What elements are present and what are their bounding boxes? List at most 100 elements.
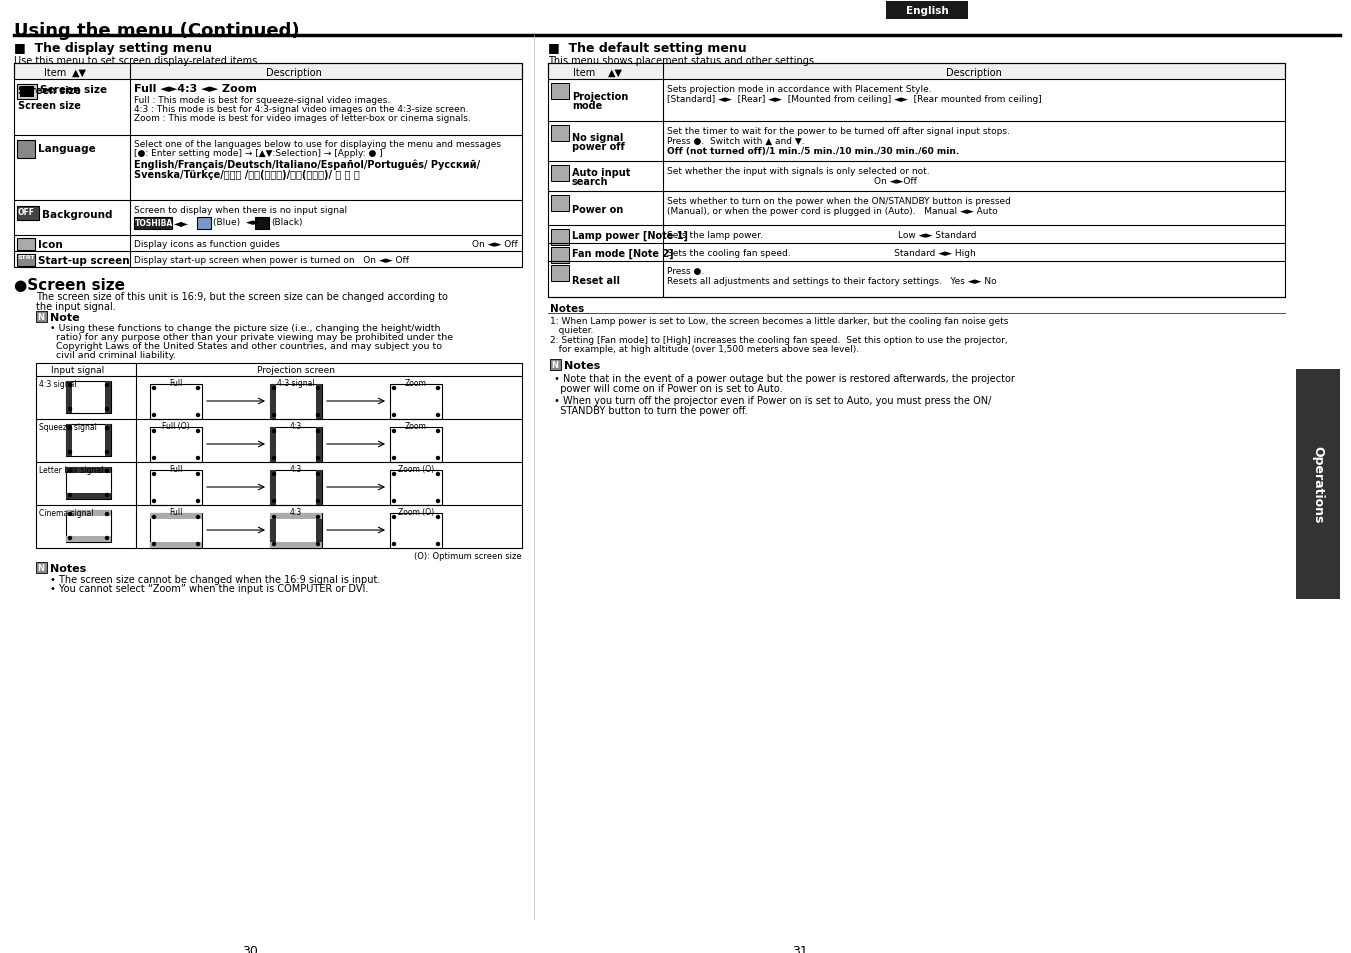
Circle shape	[153, 414, 155, 417]
Circle shape	[436, 457, 439, 460]
Circle shape	[393, 414, 396, 417]
Circle shape	[393, 457, 396, 460]
Bar	[66, 424, 72, 456]
Circle shape	[273, 500, 276, 503]
Circle shape	[436, 500, 439, 503]
Bar	[270, 428, 276, 462]
Text: Set whether the input with signals is only selected or not.: Set whether the input with signals is on…	[667, 167, 929, 175]
Text: mode: mode	[571, 101, 603, 111]
Circle shape	[105, 427, 108, 430]
Circle shape	[153, 516, 155, 519]
Text: 4:3: 4:3	[290, 507, 303, 517]
Ellipse shape	[161, 434, 190, 455]
Text: Background: Background	[42, 210, 112, 220]
Circle shape	[273, 473, 276, 476]
Bar	[270, 514, 322, 519]
Text: Full: Full	[169, 464, 182, 474]
Circle shape	[196, 473, 200, 476]
Circle shape	[273, 414, 276, 417]
Bar	[150, 514, 203, 519]
Text: The screen size of this unit is 16:9, but the screen size can be changed accordi: The screen size of this unit is 16:9, bu…	[36, 292, 449, 302]
Bar	[18, 239, 35, 251]
Text: Cinema signal: Cinema signal	[39, 509, 93, 517]
Text: N: N	[551, 360, 558, 370]
Circle shape	[105, 513, 108, 516]
Bar	[316, 385, 322, 419]
Text: Full : This mode is best for squeeze-signal video images.: Full : This mode is best for squeeze-sig…	[134, 96, 390, 105]
Text: Sets whether to turn on the power when the ON/STANDBY button is pressed: Sets whether to turn on the power when t…	[667, 196, 1011, 206]
Text: Using the menu (Continued): Using the menu (Continued)	[14, 22, 300, 40]
Text: Sets the cooling fan speed.                                    Standard ◄► High: Sets the cooling fan speed. Standard ◄► …	[667, 249, 975, 257]
Text: Use this menu to set screen display-related items.: Use this menu to set screen display-rela…	[14, 56, 261, 66]
Bar	[66, 494, 111, 499]
Text: Notes: Notes	[550, 304, 584, 314]
Bar	[18, 207, 39, 221]
Text: Select one of the languages below to use for displaying the menu and messages: Select one of the languages below to use…	[134, 140, 501, 149]
Text: Press ●.  Switch with ▲ and ▼.: Press ●. Switch with ▲ and ▼.	[667, 137, 805, 146]
Circle shape	[273, 430, 276, 433]
Text: power will come on if Power on is set to Auto.: power will come on if Power on is set to…	[554, 384, 782, 394]
Bar	[316, 428, 322, 462]
Text: Full: Full	[169, 378, 182, 388]
Ellipse shape	[401, 434, 431, 455]
Text: Screen size: Screen size	[18, 101, 81, 111]
Bar	[270, 514, 276, 548]
Ellipse shape	[281, 477, 311, 498]
Circle shape	[196, 430, 200, 433]
Text: Notes: Notes	[50, 563, 86, 574]
Ellipse shape	[401, 520, 431, 541]
Circle shape	[69, 451, 72, 454]
Circle shape	[393, 516, 396, 519]
Text: • Using these functions to change the picture size (i.e., changing the height/wi: • Using these functions to change the pi…	[50, 324, 440, 333]
Circle shape	[153, 473, 155, 476]
Circle shape	[316, 500, 319, 503]
Bar	[66, 381, 111, 414]
Text: This menu shows placement status and other settings.: This menu shows placement status and oth…	[549, 56, 817, 66]
Text: Svenska/Türkçe/日本語 /中文(简体字)/中文(繁体字)/ 한 국 어: Svenska/Türkçe/日本語 /中文(简体字)/中文(繁体字)/ 한 국…	[134, 170, 359, 180]
Bar	[270, 514, 322, 548]
Text: 4:3: 4:3	[290, 421, 303, 431]
Text: 4:3 signal: 4:3 signal	[277, 378, 315, 388]
Text: Full (O): Full (O)	[162, 421, 189, 431]
Circle shape	[436, 543, 439, 546]
Text: Icon: Icon	[38, 240, 62, 250]
Text: Zoom : This mode is best for video images of letter-box or cinema signals.: Zoom : This mode is best for video image…	[134, 113, 470, 123]
Bar	[886, 2, 969, 20]
Ellipse shape	[161, 520, 190, 541]
Bar	[18, 141, 35, 159]
Text: search: search	[571, 177, 608, 187]
Text: • You cannot select “Zoom” when the input is COMPUTER or DVI.: • You cannot select “Zoom” when the inpu…	[50, 583, 369, 594]
Circle shape	[393, 430, 396, 433]
Bar	[390, 514, 442, 548]
Ellipse shape	[401, 391, 431, 412]
Bar	[105, 381, 111, 414]
Text: OFF: OFF	[18, 208, 35, 216]
Circle shape	[273, 387, 276, 390]
Bar	[66, 537, 111, 542]
Bar	[270, 471, 322, 505]
Bar	[270, 471, 276, 505]
Text: On ◄►Off: On ◄►Off	[667, 177, 917, 186]
Bar	[14, 64, 521, 80]
Bar	[197, 218, 211, 230]
Text: Screen size: Screen size	[18, 86, 81, 96]
Circle shape	[436, 387, 439, 390]
Circle shape	[153, 543, 155, 546]
Text: civil and criminal liability.: civil and criminal liability.	[50, 351, 176, 359]
Circle shape	[69, 408, 72, 411]
Bar	[270, 428, 322, 462]
Text: ◄►: ◄►	[174, 218, 189, 228]
Circle shape	[316, 473, 319, 476]
Text: 30: 30	[242, 944, 258, 953]
Bar	[390, 385, 442, 419]
Bar	[66, 381, 72, 414]
Circle shape	[196, 516, 200, 519]
Circle shape	[196, 543, 200, 546]
Text: (O): Optimum screen size: (O): Optimum screen size	[415, 552, 521, 560]
Text: for example, at high altitude (over 1,500 meters above sea level).: for example, at high altitude (over 1,50…	[550, 345, 859, 354]
Text: ●Screen size: ●Screen size	[14, 277, 126, 293]
Text: ▲▼: ▲▼	[608, 68, 623, 78]
Text: English: English	[905, 6, 948, 16]
Bar	[316, 514, 322, 548]
Circle shape	[273, 457, 276, 460]
